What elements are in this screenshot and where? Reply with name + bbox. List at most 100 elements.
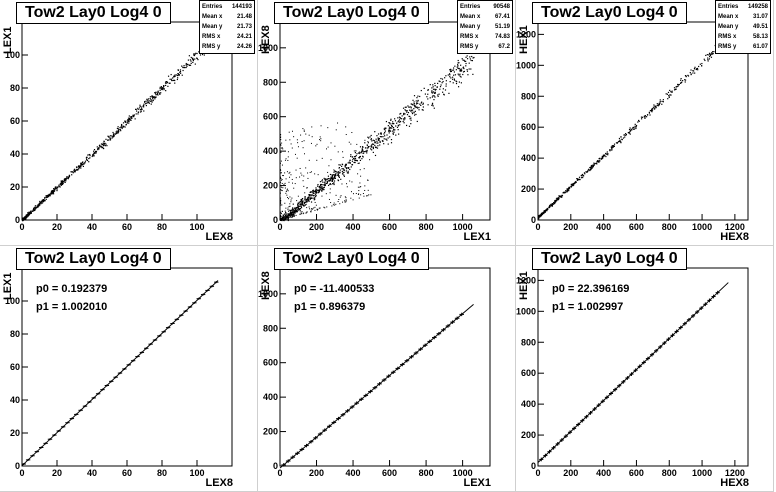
scatter-point [98,145,101,147]
scatter-point [668,96,670,98]
scatter-point [295,177,297,179]
scatter-point [323,206,325,208]
y-axis-label: HEX8 [260,25,272,54]
scatter-point [447,74,449,76]
scatter-point [326,181,328,184]
scatter-point [433,99,435,101]
scatter-point [335,203,337,205]
scatter-point [331,179,334,181]
scatter-point [601,156,604,158]
scatter-point [441,78,444,80]
scatter-point [330,177,332,179]
scatter-point [457,65,459,67]
scatter-point [540,215,542,217]
scatter-point [152,99,154,101]
scatter-point [152,97,154,99]
scatter-point [186,65,188,67]
scatter-point [103,147,105,150]
scatter-point [127,117,130,119]
scatter-point [356,153,358,155]
fit-parameters: p0 = -11.400533 p1 = 0.896379 [294,280,374,316]
scatter-point [108,136,110,138]
scatter-point [61,181,64,184]
x-tick-label: 600 [629,468,644,478]
scatter-point [303,129,305,131]
scatter-point [119,128,121,131]
scatter-point [309,194,311,196]
scatter-point [306,198,308,201]
scatter-point [305,200,307,202]
scatter-point [70,171,72,173]
stats-label: RMS x [460,34,479,40]
scatter-point [290,216,292,218]
scatter-point [547,208,549,210]
fit-line [279,303,474,469]
scatter-point [321,184,323,186]
scatter-point [355,192,357,194]
scatter-point [321,195,323,197]
scatter-point [289,203,291,205]
scatter-point [406,111,408,113]
scatter-point [61,183,64,186]
scatter-point [177,69,179,71]
scatter-point [434,88,436,90]
scatter-point [417,95,419,97]
x-tick-label: 1000 [453,468,473,478]
scatter-point [77,166,80,168]
scatter-point [309,171,311,173]
scatter-point [362,156,364,158]
scatter-point [330,177,333,179]
scatter-point [286,217,288,219]
scatter-point [431,91,433,93]
scatter-point [280,169,282,171]
scatter-point [368,145,370,148]
scatter-point [590,168,592,171]
scatter-point [103,142,105,144]
scatter-point [342,156,344,158]
scatter-point [546,209,548,211]
scatter-point [378,138,380,140]
scatter-point [319,207,321,209]
scatter-point [192,58,194,60]
scatter-point [308,197,310,199]
scatter-point [293,212,295,214]
scatter-point [417,99,419,102]
scatter-point [710,56,713,58]
x-tick-label: 60 [122,222,132,232]
scatter-point [372,143,375,145]
scatter-point [296,210,298,212]
scatter-point [194,58,196,60]
scatter-point [403,113,405,115]
scatter-point [344,196,346,198]
scatter-point [450,70,453,73]
scatter-point [452,67,455,69]
scatter-point [635,124,638,127]
scatter-point [350,154,352,156]
scatter-point [119,127,121,129]
scatter-point [292,182,294,184]
scatter-point [410,110,412,112]
scatter-point [162,86,165,88]
scatter-point [117,128,119,130]
scatter-point [117,126,119,128]
scatter-point [570,185,572,188]
scatter-point [311,126,313,128]
scatter-point [568,188,570,190]
scatter-point [439,88,441,90]
scatter-point [317,174,319,176]
scatter-point [404,118,406,120]
scatter-point [148,102,151,104]
scatter-point [303,175,305,177]
scatter-point [570,186,572,188]
scatter-point [22,219,24,221]
scatter-point [555,199,557,201]
scatter-point [456,66,458,68]
scatter-point [414,105,417,107]
scatter-point [406,110,408,112]
scatter-point [342,201,344,203]
scatter-point [117,132,119,134]
scatter-point [371,144,373,146]
scatter-point [280,212,282,214]
scatter-point [655,107,657,109]
stats-value: 58.13 [752,34,768,40]
